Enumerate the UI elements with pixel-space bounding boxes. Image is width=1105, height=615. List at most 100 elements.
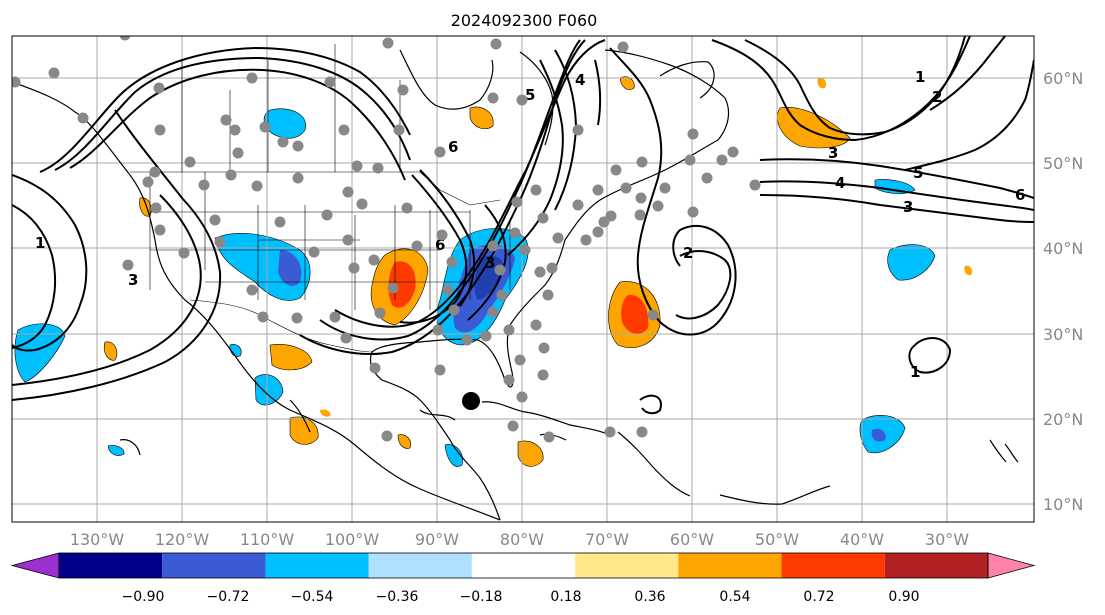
station-dot: [592, 226, 604, 238]
station-dot: [342, 186, 354, 198]
colorbar-tick-label: 0.54: [719, 589, 750, 605]
station-dot: [122, 259, 134, 271]
colorbar-max-extend: [987, 552, 1036, 579]
station-dot: [259, 121, 271, 133]
station-dot: [604, 426, 616, 438]
contour-labels: 1 3 6 5 4 1 2 3 6 3 2 1 3 4 5 6: [35, 68, 1025, 381]
contour-label: 3: [128, 271, 138, 289]
colorbar-segment: [884, 553, 988, 578]
station-dot: [537, 369, 549, 381]
station-dot: [580, 234, 592, 246]
colorbar-tick-label: −0.72: [207, 589, 250, 605]
station-dot: [251, 180, 263, 192]
station-dot: [257, 311, 269, 323]
station-dot: [48, 67, 60, 79]
station-dot: [542, 289, 554, 301]
station-dot: [308, 246, 320, 258]
station-dot: [356, 198, 368, 210]
contour-label: 1: [915, 68, 925, 86]
station-dot: [507, 420, 519, 432]
station-dot: [184, 156, 196, 168]
station-dot: [348, 262, 360, 274]
lat-label: 20°N: [1043, 410, 1083, 429]
station-dot: [372, 162, 384, 174]
station-dot: [338, 124, 350, 136]
station-dot: [480, 330, 492, 342]
lat-label: 10°N: [1043, 495, 1083, 514]
colorbar-segment: [471, 553, 576, 578]
station-dot: [368, 254, 380, 266]
contour-label: 1: [35, 234, 45, 252]
lon-label: 60°W: [670, 530, 714, 549]
station-dot: [292, 140, 304, 152]
station-dot: [635, 192, 647, 204]
station-dot: [687, 128, 699, 140]
station-dot: [490, 38, 502, 50]
lon-label: 80°W: [500, 530, 544, 549]
station-dot: [77, 112, 89, 124]
colorbar-tick-label: 0.18: [550, 589, 581, 605]
lon-label: 30°W: [925, 530, 969, 549]
station-markers: [12, 36, 761, 443]
station-dot: [516, 94, 528, 106]
station-dot: [401, 202, 413, 214]
location-marker: [462, 392, 480, 410]
station-dot: [436, 229, 448, 241]
station-dot: [546, 262, 558, 274]
station-dot: [397, 84, 409, 96]
lon-label: 70°W: [585, 530, 629, 549]
contour-label: 6: [435, 236, 445, 254]
station-dot: [684, 154, 696, 166]
station-dot: [537, 212, 549, 224]
coastlines: [12, 49, 1019, 521]
station-dot: [538, 342, 550, 354]
station-dot: [277, 136, 289, 148]
station-dot: [461, 334, 473, 346]
station-dot: [12, 76, 21, 88]
station-dot: [246, 72, 258, 84]
station-dot: [198, 179, 210, 191]
colorbar-segment: [265, 553, 369, 578]
station-dot: [153, 82, 165, 94]
station-dot: [572, 199, 584, 211]
colorbar-tick-label: −0.36: [376, 589, 419, 605]
station-dot: [351, 160, 363, 172]
colorbar-tick-label: −0.18: [460, 589, 503, 605]
station-dot: [274, 216, 286, 228]
station-dot: [610, 164, 622, 176]
contour-label: 4: [575, 71, 585, 89]
station-dot: [634, 209, 646, 221]
station-dot: [381, 430, 393, 442]
station-dot: [487, 240, 499, 252]
station-dot: [142, 176, 154, 188]
station-dot: [434, 364, 446, 376]
colorbar-tick-label: −0.90: [122, 589, 165, 605]
station-dot: [652, 200, 664, 212]
station-dot: [154, 124, 166, 136]
lon-label: 50°W: [755, 530, 799, 549]
station-dot: [496, 289, 508, 301]
station-dot: [636, 156, 648, 168]
station-dot: [617, 41, 629, 53]
lat-label: 30°N: [1043, 325, 1083, 344]
contour-label: 3: [903, 198, 913, 216]
station-dot: [246, 284, 258, 296]
lon-label: 100°W: [325, 530, 380, 549]
station-dot: [509, 227, 521, 239]
station-dot: [178, 247, 190, 259]
station-dot: [534, 266, 546, 278]
colorbar-outline: [58, 552, 989, 579]
station-dot: [605, 210, 617, 222]
station-dot: [530, 184, 542, 196]
contour-label: 3: [485, 254, 495, 272]
station-dot: [382, 37, 394, 49]
colorbar: [10, 552, 1036, 579]
station-dot: [232, 147, 244, 159]
lon-label: 120°W: [155, 530, 210, 549]
map-title: 2024092300 F060: [451, 11, 598, 30]
contour-label: 5: [525, 86, 535, 104]
contour-label: 2: [932, 88, 942, 106]
station-dot: [446, 256, 458, 268]
colorbar-tick-label: 0.90: [888, 589, 919, 605]
